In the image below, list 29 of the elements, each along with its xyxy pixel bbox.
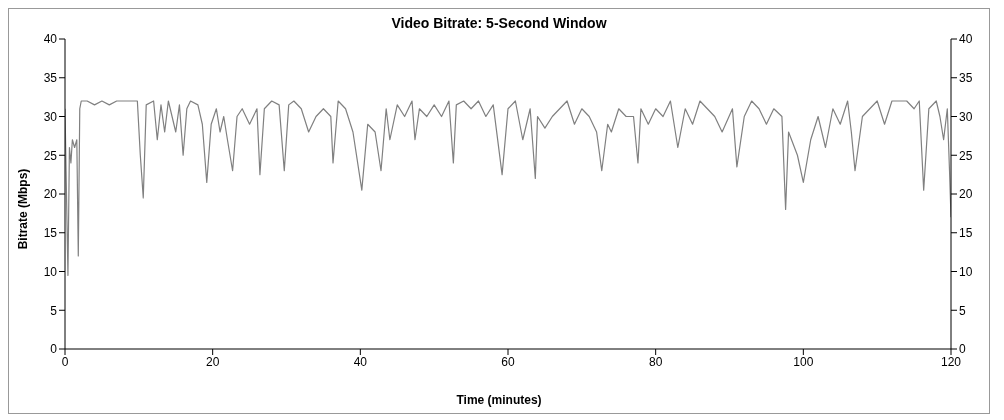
x-tick-label: 20: [205, 354, 220, 369]
y2-tick-label: 0: [959, 342, 966, 357]
y-tick-label: 20: [43, 187, 58, 202]
y-tick-label: 15: [43, 226, 58, 241]
x-tick-label: 80: [648, 354, 663, 369]
y-tick-label: 30: [43, 109, 58, 124]
y-tick-label: 5: [50, 303, 58, 318]
x-axis-title: Time (minutes): [455, 393, 543, 407]
y-tick-label: 35: [43, 71, 58, 86]
chart-title: Video Bitrate: 5-Second Window: [390, 15, 608, 31]
y-tick-label: 10: [43, 264, 58, 279]
y-tick-label: 25: [43, 148, 58, 163]
y-tick-label: 0: [50, 342, 58, 357]
x-tick-label: 40: [353, 354, 368, 369]
y-axis-title: Bitrate (Mbps): [16, 168, 30, 250]
y2-tick-label: 35: [959, 71, 973, 86]
y2-tick-label: 10: [959, 264, 973, 279]
y2-tick-label: 25: [959, 148, 973, 163]
line-series: [65, 100, 951, 276]
x-tick-label: 100: [793, 354, 814, 369]
x-tick-label: 120: [940, 354, 962, 369]
x-tick-label: 0: [61, 354, 69, 369]
y-tick-label: 40: [43, 32, 58, 47]
y2-tick-label: 30: [959, 109, 973, 124]
y2-tick-label: 20: [959, 187, 973, 202]
x-tick-label: 60: [501, 354, 515, 369]
y2-tick-label: 40: [959, 32, 973, 47]
y2-tick-label: 15: [959, 226, 973, 241]
y2-tick-label: 5: [959, 303, 966, 318]
